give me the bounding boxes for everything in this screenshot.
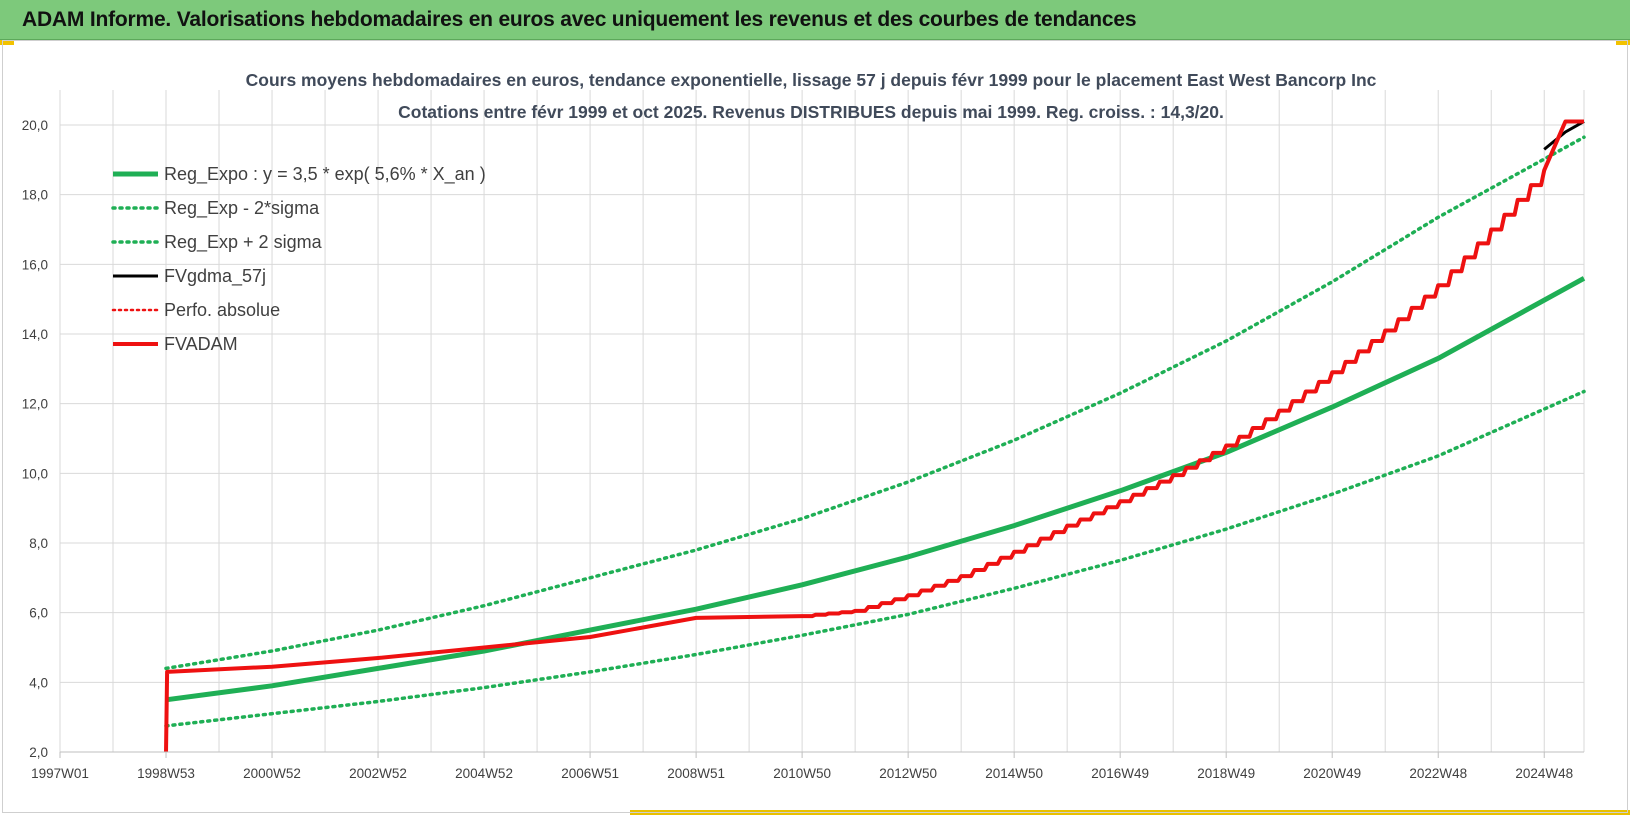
chart-grid xyxy=(59,90,1585,753)
header-bar: ADAM Informe. Valorisations hebdomadaire… xyxy=(0,0,1630,40)
y-tick-label: 2,0 xyxy=(29,745,48,760)
x-tick-label: 2014W50 xyxy=(985,766,1043,781)
legend-label: FVADAM xyxy=(164,334,238,354)
x-tick-label: 2006W51 xyxy=(561,766,619,781)
x-tick-label: 2000W52 xyxy=(243,766,301,781)
x-tick-label: 2008W51 xyxy=(667,766,725,781)
series-line-reg-exp xyxy=(164,389,1586,728)
y-tick-label: 10,0 xyxy=(22,466,48,481)
y-tick-label: 6,0 xyxy=(29,606,48,621)
x-tick-label: 1997W01 xyxy=(31,766,89,781)
legend-label: FVgdma_57j xyxy=(164,266,266,287)
x-tick-label: 2022W48 xyxy=(1409,766,1467,781)
legend-label: Perfo. absolue xyxy=(164,300,280,320)
x-tick-label: 2016W49 xyxy=(1091,766,1149,781)
corner-mark-right xyxy=(1616,40,1630,45)
chart-title-line-1: Cours moyens hebdomadaires en euros, ten… xyxy=(246,70,1377,90)
chart-legend: Reg_Expo : y = 3,5 * exp( 5,6% * X_an ) R… xyxy=(111,164,486,354)
series-line-reg-exp xyxy=(164,135,1586,671)
series-line-fvadam xyxy=(164,119,1584,753)
x-tick-label: 2020W49 xyxy=(1303,766,1361,781)
legend-label: Reg_Expo : y = 3,5 * exp( 5,6% * X_an ) xyxy=(164,164,486,185)
x-tick-label: 2004W52 xyxy=(455,766,513,781)
x-tick-label: 2018W49 xyxy=(1197,766,1255,781)
series-line-reg-expo xyxy=(165,276,1586,703)
x-tick-label: 2002W52 xyxy=(349,766,407,781)
legend-label: Reg_Exp + 2 sigma xyxy=(164,232,323,253)
y-tick-label: 18,0 xyxy=(22,188,48,203)
chart-frame xyxy=(2,40,1628,813)
x-tick-label: 2010W50 xyxy=(773,766,831,781)
y-tick-label: 16,0 xyxy=(22,257,48,272)
y-tick-label: 12,0 xyxy=(22,397,48,412)
chart-series xyxy=(164,119,1586,753)
x-tick-label: 2012W50 xyxy=(879,766,937,781)
y-tick-label: 8,0 xyxy=(29,536,48,551)
x-tick-label: 1998W53 xyxy=(137,766,195,781)
series-line-fvgdma-57j xyxy=(1543,120,1585,151)
x-tick-label: 2024W48 xyxy=(1515,766,1573,781)
chart-title-line-2: Cotations entre févr 1999 et oct 2025. R… xyxy=(398,102,1224,122)
y-tick-label: 14,0 xyxy=(22,327,48,342)
y-tick-label: 4,0 xyxy=(29,675,48,690)
chart-axes: 2,0 4,0 6,0 8,0 10,0 12,0 14,0 16,0 18,0 20,0 1997… xyxy=(22,118,1584,781)
corner-mark-left xyxy=(0,40,14,45)
legend-label: Reg_Exp - 2*sigma xyxy=(164,198,320,219)
y-tick-label: 20,0 xyxy=(22,118,48,133)
page-title: ADAM Informe. Valorisations hebdomadaire… xyxy=(22,8,1137,31)
